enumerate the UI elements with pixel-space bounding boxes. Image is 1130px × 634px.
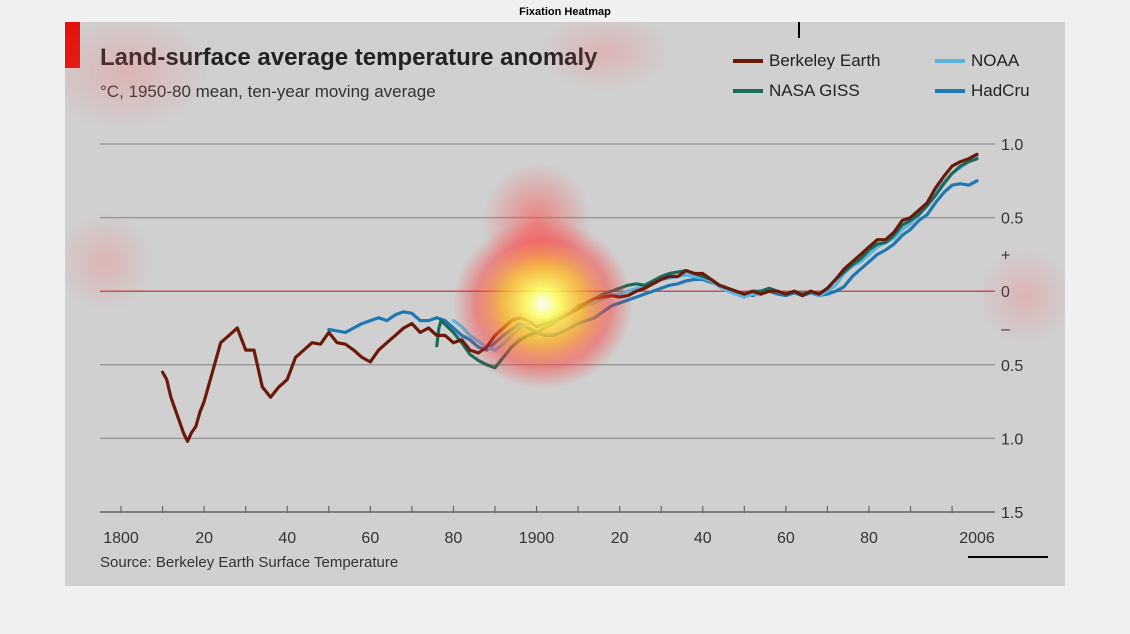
- y-tick-label: 0.5: [1001, 211, 1023, 228]
- x-tick-label: 60: [361, 530, 379, 547]
- y-tick-label: –: [1001, 321, 1010, 338]
- chart-panel: Land-surface average temperature anomaly…: [65, 22, 1065, 586]
- legend-label-hadcru: HadCru: [971, 81, 1030, 100]
- x-tick-label: 1900: [519, 530, 555, 547]
- legend-label-noaa: NOAA: [971, 51, 1020, 70]
- series-line-nasa-giss: [435, 157, 979, 370]
- legend-swatch-hadcru: [935, 89, 965, 93]
- legend-swatch-noaa: [935, 59, 965, 63]
- y-tick-label: 0.5: [1001, 358, 1023, 375]
- x-tick-label: 20: [611, 530, 629, 547]
- plot-area: 1800 20 40 60 80 1900 20 40 60 80 2006 1.0 0.5 +0 – 0.5…: [100, 137, 1023, 547]
- y-tick-label: +: [1001, 247, 1010, 264]
- x-tick-label: 80: [860, 530, 878, 547]
- chart-source: Source: Berkeley Earth Surface Temperatu…: [100, 554, 399, 571]
- x-tick-label: 60: [777, 530, 795, 547]
- figure-title: Fixation Heatmap: [519, 6, 611, 18]
- series-line-noaa: [451, 154, 979, 352]
- legend-label-berkeley: Berkeley Earth: [769, 51, 881, 70]
- series-line-berkeley-earth: [160, 152, 979, 443]
- series-line-hadcru: [327, 179, 979, 352]
- x-tick-label: 40: [278, 530, 296, 547]
- y-tick-label: 1.0: [1001, 431, 1023, 448]
- y-tick-label: 0: [1001, 284, 1010, 301]
- x-tick-label: 1800: [103, 530, 139, 547]
- marker-line-bottom: [968, 556, 1048, 558]
- legend-nasa: NASA GISS: [733, 80, 860, 102]
- marker-tick-top: [798, 22, 800, 38]
- y-tick-label: 1.5: [1001, 505, 1023, 522]
- legend-hadcru: HadCru: [935, 80, 1030, 102]
- legend-berkeley: Berkeley Earth: [733, 50, 881, 72]
- x-tick-label: 40: [694, 530, 712, 547]
- legend-swatch-nasa: [733, 89, 763, 93]
- y-tick-label: 1.0: [1001, 137, 1023, 154]
- x-tick-label: 20: [195, 530, 213, 547]
- legend-swatch-berkeley: [733, 59, 763, 63]
- legend-noaa: NOAA: [935, 50, 1019, 72]
- x-tick-label: 2006: [959, 530, 995, 547]
- x-tick-label: 80: [445, 530, 463, 547]
- legend-label-nasa: NASA GISS: [769, 81, 860, 100]
